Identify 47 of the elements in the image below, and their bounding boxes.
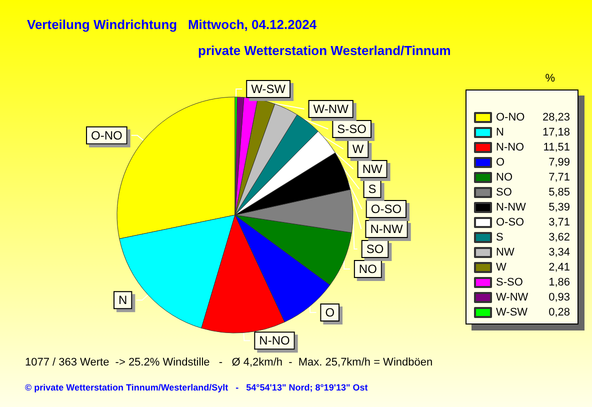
chart-subtitle: private Wetterstation Westerland/Tinnum <box>198 43 451 58</box>
slice-label: NW <box>362 162 383 176</box>
data-label: 3,71 <box>548 216 570 228</box>
chart-title: Verteilung Windrichtung Mittwoch, 04.12.2024 <box>27 17 318 32</box>
data-label: 5,85 <box>548 186 570 198</box>
data-label: 7,71 <box>548 172 570 184</box>
slice-label: S-SO <box>337 122 367 136</box>
data-label: 3,34 <box>548 246 570 258</box>
legend-label: O-SO <box>496 216 525 228</box>
legend-label: SO <box>496 186 512 198</box>
legend-label: W <box>496 262 507 274</box>
slice-label: N <box>118 293 128 308</box>
slice-label: W-NW <box>313 102 350 116</box>
legend-label: NW <box>496 246 515 258</box>
slice-label: O-SO <box>370 202 402 216</box>
legend-label: N <box>496 126 504 138</box>
slice-label: O <box>325 306 335 320</box>
data-label: 2,41 <box>548 262 570 274</box>
data-label: 28,23 <box>542 112 570 124</box>
data-label: 5,39 <box>548 202 570 214</box>
legend-label: S <box>496 232 504 244</box>
slice-label: S <box>368 182 376 196</box>
data-label: 0,93 <box>548 292 570 304</box>
data-label: 17,18 <box>542 126 570 138</box>
legend-label: O-NO <box>496 112 526 124</box>
data-label: 1,86 <box>548 276 570 288</box>
legend-label: W-SW <box>496 306 528 318</box>
legend-label: O <box>496 156 505 168</box>
data-label: 11,51 <box>543 142 570 154</box>
slice-label: NO <box>358 262 377 276</box>
data-label: 7,99 <box>548 156 570 168</box>
slice-label: SO <box>366 242 384 256</box>
slice-label: W-SW <box>251 82 286 96</box>
legend-label: N-NO <box>496 142 525 154</box>
slice-label: O-NO <box>91 128 122 142</box>
legend-label: S-SO <box>496 276 524 288</box>
text: © private Wetterstation Tinnum/Westerland/Sylt - 54°54'13" Nord; 8°19'13" Ost <box>25 382 368 392</box>
legend-label: N-NW <box>496 202 527 214</box>
slice-label: N-NO <box>259 334 290 348</box>
text: 1077 / 363 Werte -> 25.2% Windstille - Ø 4,2km/h - Max. 25,7km/h = Windböen <box>25 356 433 368</box>
data-label: 3,62 <box>548 232 570 244</box>
data-label: 0,28 <box>548 306 570 318</box>
legend-label: NO <box>496 172 513 184</box>
slice-label: N-NW <box>370 222 404 236</box>
legend-label: W-NW <box>496 292 529 304</box>
slice-label: W <box>352 142 364 156</box>
legend-title: % <box>545 72 556 84</box>
